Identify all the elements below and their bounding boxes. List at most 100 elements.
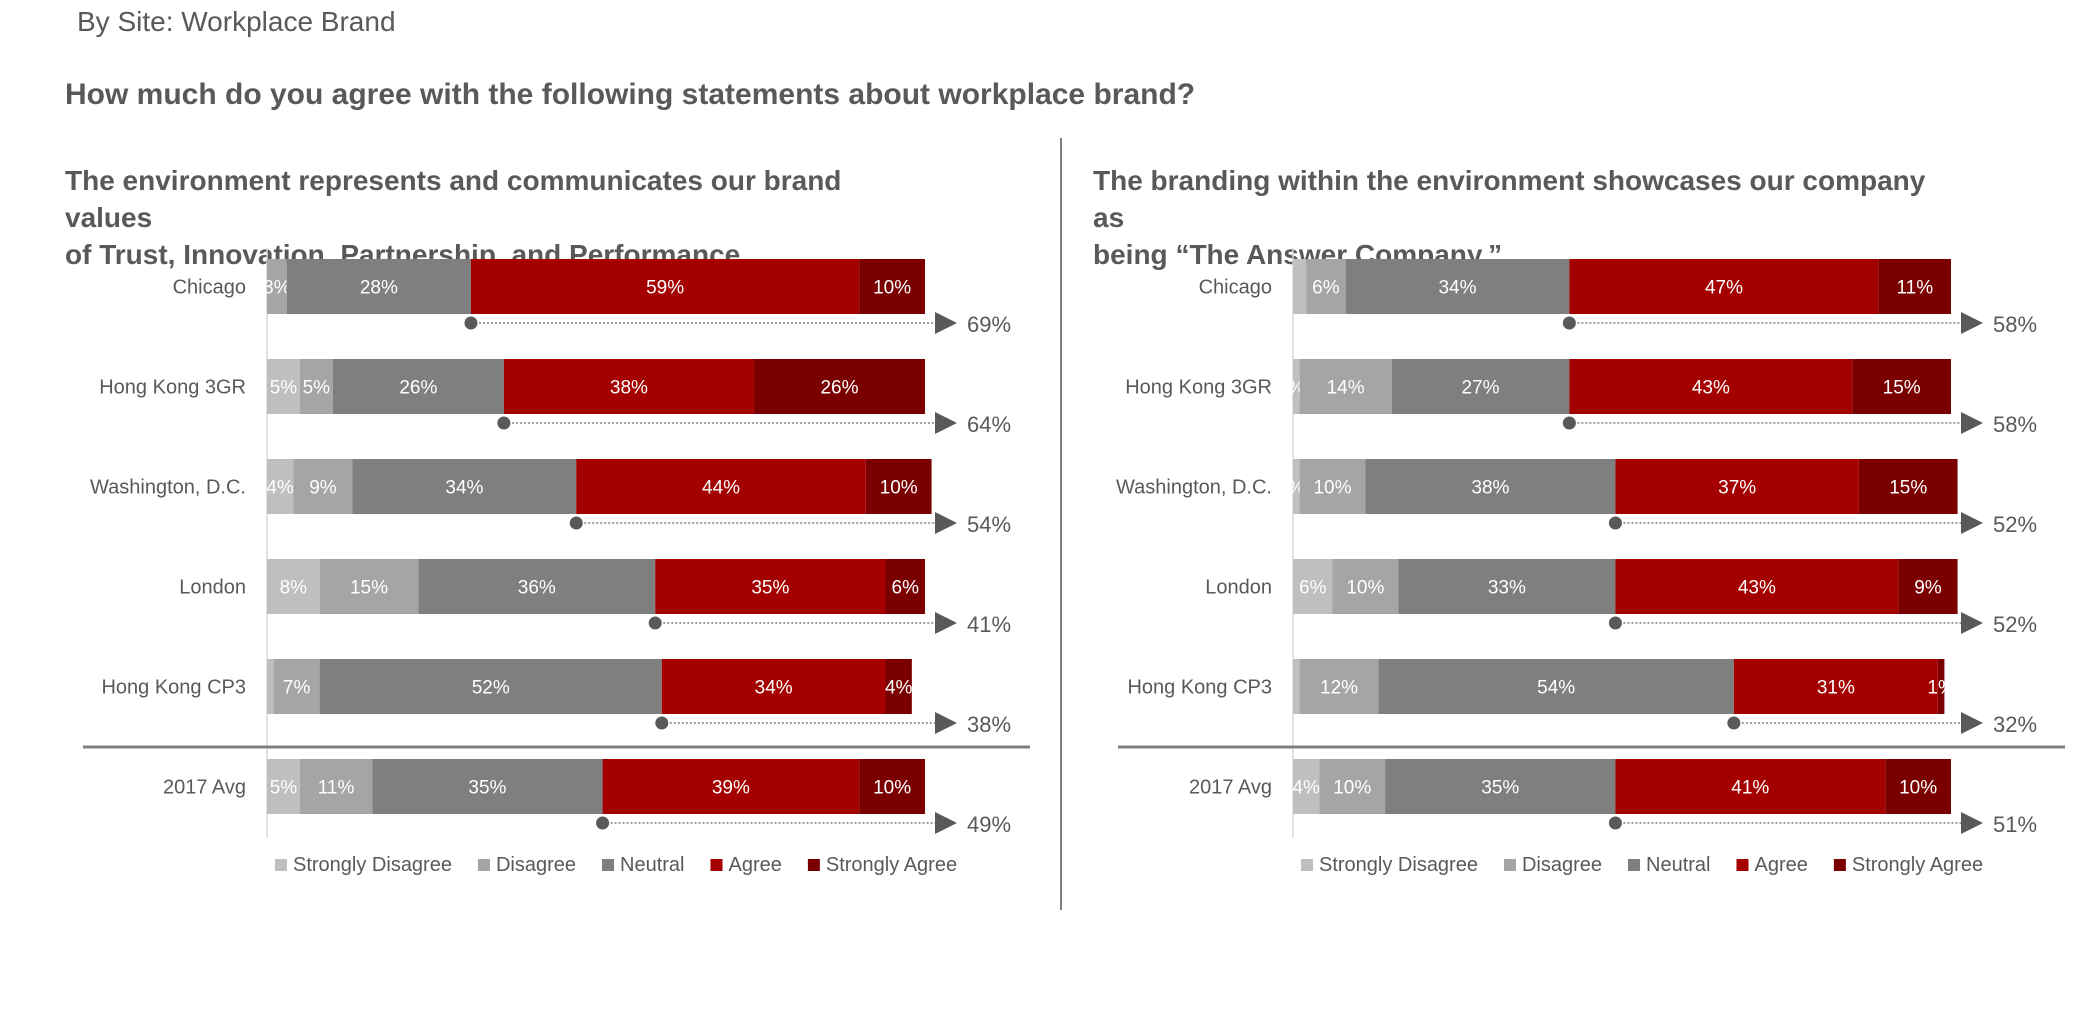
right-bar-segment-agree — [1733, 659, 1938, 714]
right-bar-segment-agree — [1615, 759, 1886, 814]
left-net-agree-label: 49% — [967, 812, 1011, 837]
right-net-agree-dot — [1727, 716, 1741, 730]
left-bar-segment-agree — [661, 659, 886, 714]
left-bar-data-label: 10% — [873, 278, 911, 299]
right-net-agree-dot — [1562, 316, 1576, 330]
left-net-agree-dot — [497, 416, 511, 430]
left-net-agree-label: 64% — [967, 412, 1011, 437]
right-legend-swatch-strongly-agree — [1833, 859, 1846, 871]
left-bar-segment-strongly-agree — [865, 459, 932, 514]
left-category-label: 2017 Avg — [163, 777, 246, 799]
right-net-agree-arrow — [1961, 412, 1983, 434]
left-bar-segment-disagree — [267, 259, 287, 314]
left-net-agree-arrow — [935, 312, 957, 334]
right-bar-data-label: 15% — [1889, 478, 1927, 499]
right-bar-data-label: 10% — [1333, 778, 1371, 799]
left-net-agree-label: 41% — [967, 612, 1011, 637]
right-net-agree-label: 58% — [1993, 412, 2037, 437]
left-bar-segment-agree — [576, 459, 866, 514]
right-bar-data-label: 35% — [1481, 778, 1519, 799]
right-bar-data-label: 12% — [1320, 678, 1358, 699]
left-bar-data-label: 35% — [751, 578, 789, 599]
right-bar-data-label: 47% — [1705, 278, 1743, 299]
left-bar-data-label: 34% — [445, 478, 483, 499]
left-bar-segment-neutral — [332, 359, 504, 414]
right-bar-segment-agree — [1615, 459, 1859, 514]
right-bar-segment-agree — [1569, 359, 1853, 414]
left-legend-label: Neutral — [620, 854, 684, 876]
left-bar-data-label: 26% — [399, 378, 437, 399]
left-bar-segment-strongly-agree — [859, 759, 925, 814]
right-category-label: Washington, D.C. — [1116, 477, 1272, 499]
left-legend-swatch-strongly-disagree — [275, 859, 287, 871]
left-bar-data-label: 44% — [702, 478, 740, 499]
right-bar-segment-strongly-disagree — [1293, 659, 1300, 714]
left-bar-segment-strongly-agree — [859, 259, 925, 314]
left-bar-data-label: 6% — [892, 578, 920, 599]
left-net-agree-label: 54% — [967, 512, 1011, 537]
left-bar-data-label: 34% — [755, 678, 793, 699]
right-legend-label: Disagree — [1522, 854, 1602, 876]
left-bar-segment-strongly-disagree — [267, 459, 294, 514]
right-net-agree-arrow — [1961, 712, 1983, 734]
left-legend-swatch-agree — [710, 859, 723, 871]
right-bar-data-label: 43% — [1692, 378, 1730, 399]
left-category-label: London — [179, 577, 246, 599]
left-net-agree-arrow — [935, 412, 957, 434]
left-bar-segment-disagree — [293, 459, 353, 514]
left-bar-segment-neutral — [352, 459, 577, 514]
right-bar-segment-strongly-agree — [1898, 559, 1958, 614]
right-legend-label: Strongly Agree — [1852, 854, 1983, 876]
right-bar-data-label: 6% — [1299, 578, 1327, 599]
left-net-agree-dot — [569, 516, 583, 530]
right-bar-segment-neutral — [1345, 259, 1570, 314]
left-bar-segment-agree — [470, 259, 860, 314]
right-bar-segment-disagree — [1319, 759, 1386, 814]
right-net-agree-label: 52% — [1993, 512, 2037, 537]
left-bar-data-label: 10% — [873, 778, 911, 799]
left-bar-segment-strongly-agree — [885, 559, 925, 614]
right-bar-data-label: 43% — [1738, 578, 1776, 599]
panel-divider — [1060, 138, 1062, 910]
right-bar-segment-neutral — [1365, 459, 1616, 514]
left-bar-segment-strongly-disagree — [267, 559, 320, 614]
left-bar-data-label: 5% — [270, 778, 298, 799]
left-legend-swatch-neutral — [602, 859, 615, 871]
right-bar-segment-disagree — [1299, 459, 1366, 514]
right-chart-title-line-1: The branding within the environment show… — [1093, 165, 1926, 233]
left-bar-segment-strongly-disagree — [267, 659, 274, 714]
right-legend-label: Strongly Disagree — [1319, 854, 1478, 876]
right-bar-segment-strongly-agree — [1858, 459, 1958, 514]
left-bar-segment-neutral — [372, 759, 603, 814]
left-legend-label: Agree — [729, 854, 782, 876]
left-net-agree-label: 69% — [967, 312, 1011, 337]
left-legend-label: Strongly Disagree — [293, 854, 452, 876]
right-net-agree-arrow — [1961, 312, 1983, 334]
right-bar-segment-strongly-agree — [1937, 659, 1945, 714]
left-bar-data-label: 10% — [880, 478, 918, 499]
left-bar-segment-agree — [655, 559, 886, 614]
left-net-agree-dot — [464, 316, 478, 330]
right-bar-data-label: 10% — [1899, 778, 1937, 799]
left-category-label: Hong Kong 3GR — [99, 377, 246, 399]
left-net-agree-label: 38% — [967, 712, 1011, 737]
right-category-label: London — [1205, 577, 1272, 599]
right-bar-segment-agree — [1615, 559, 1899, 614]
left-bar-data-label: 38% — [610, 378, 648, 399]
left-legend-swatch-disagree — [477, 859, 490, 871]
left-bar-segment-agree — [503, 359, 754, 414]
right-net-agree-dot — [1608, 816, 1622, 830]
left-legend-swatch-strongly-agree — [807, 859, 820, 871]
right-category-label: Chicago — [1199, 277, 1272, 299]
left-bar-data-label: 4% — [885, 678, 913, 699]
right-bar-data-label: 34% — [1438, 278, 1476, 299]
right-net-agree-dot — [1608, 516, 1622, 530]
right-bar-data-label: 4% — [1292, 778, 1320, 799]
left-bar-segment-strongly-agree — [885, 659, 912, 714]
right-legend-swatch-agree — [1736, 859, 1749, 871]
right-net-agree-arrow — [1961, 612, 1983, 634]
right-net-agree-arrow — [1961, 512, 1983, 534]
right-bar-data-label: 9% — [1914, 578, 1942, 599]
left-legend-label: Disagree — [496, 854, 576, 876]
